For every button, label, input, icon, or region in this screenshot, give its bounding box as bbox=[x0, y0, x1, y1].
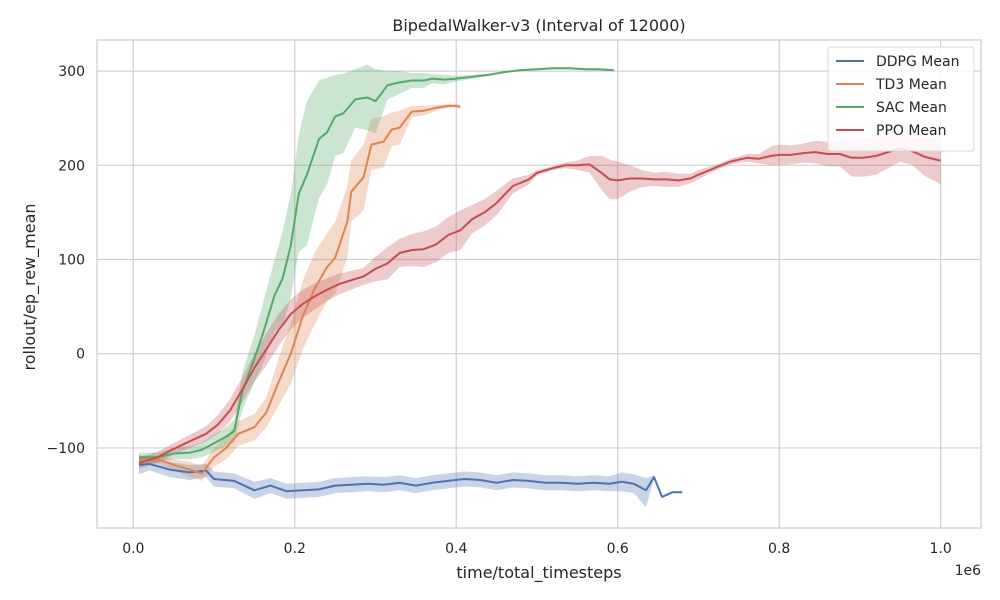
y-tick-label: −100 bbox=[47, 441, 85, 457]
sac-mean-line bbox=[139, 67, 614, 459]
y-tick-label: 0 bbox=[76, 347, 85, 363]
tick-labels: 0.0 0.2 0.4 0.6 0.8 1.0 −100 0 100 200 300 bbox=[47, 64, 952, 557]
y-tick-label: 300 bbox=[58, 64, 85, 80]
x-tick-label: 0.4 bbox=[445, 541, 467, 557]
x-axis-title: time/total_timesteps bbox=[456, 563, 621, 583]
sac-legend-label: SAC Mean bbox=[876, 100, 947, 116]
x-tick-label: 0.8 bbox=[768, 541, 790, 557]
x-tick-label: 1.0 bbox=[930, 541, 952, 557]
plot-frame bbox=[96, 39, 982, 529]
ppo-mean-line bbox=[138, 147, 941, 464]
series-lines bbox=[138, 67, 941, 498]
y-tick-label: 200 bbox=[58, 158, 85, 174]
y-axis-title: rollout/ep_rew_mean bbox=[20, 203, 40, 370]
td3-legend-label: TD3 Mean bbox=[875, 77, 947, 93]
x-tick-label: 0.0 bbox=[122, 541, 144, 557]
td3-mean-line bbox=[139, 104, 461, 475]
ddpg-confidence-band bbox=[139, 455, 683, 508]
legend: DDPG Mean TD3 Mean SAC Mean PPO Mean bbox=[827, 46, 975, 152]
td3-confidence-band bbox=[139, 104, 461, 481]
legend-box bbox=[827, 46, 975, 152]
x-tick-label: 0.6 bbox=[607, 541, 629, 557]
ppo-confidence-band bbox=[139, 135, 941, 469]
x-axis-offset-label: 1e6 bbox=[955, 563, 982, 579]
ddpg-mean-line bbox=[138, 462, 683, 498]
chart-title: BipedalWalker-v3 (Interval of 12000) bbox=[392, 16, 685, 35]
ppo-legend-label: PPO Mean bbox=[876, 123, 947, 139]
x-tick-label: 0.2 bbox=[284, 541, 306, 557]
ddpg-legend-label: DDPG Mean bbox=[876, 54, 959, 70]
y-tick-label: 100 bbox=[58, 253, 85, 269]
